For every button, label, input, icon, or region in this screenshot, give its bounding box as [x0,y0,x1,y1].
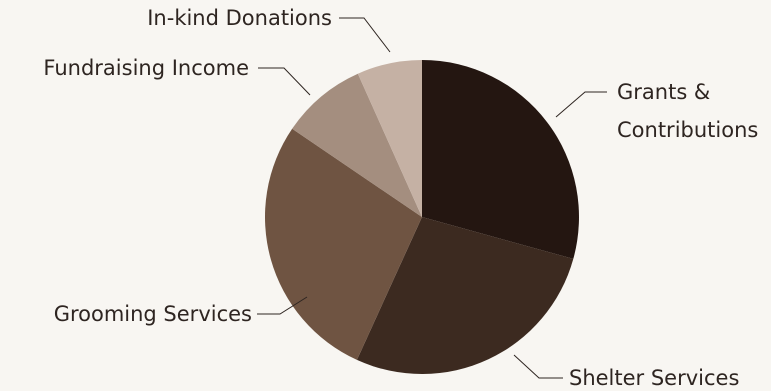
pie-slice-2 [264,128,422,360]
slice-label-2: Grooming Services [54,302,252,326]
leader-lines [257,17,607,379]
slice-label-3: Fundraising Income [43,56,249,80]
pie-slice-3 [292,73,422,218]
pie-slice-0 [422,60,579,259]
pie-slice-4 [357,60,422,217]
slice-label-0-line-1: Contributions [617,118,758,142]
leader-line-1 [513,354,563,379]
leader-line-2 [257,296,308,315]
pie-slices [264,60,579,375]
leader-line-3 [258,67,311,96]
slice-label-0-line-0: Grants & [617,80,710,104]
pie-slice-1 [356,217,574,375]
slice-label-1: Shelter Services [569,366,739,390]
slice-label-4: In-kind Donations [147,6,332,30]
leader-line-0 [555,91,607,118]
slice-labels: Grants & Contributions Shelter Services Gro… [43,6,758,390]
leader-line-4 [339,17,391,53]
